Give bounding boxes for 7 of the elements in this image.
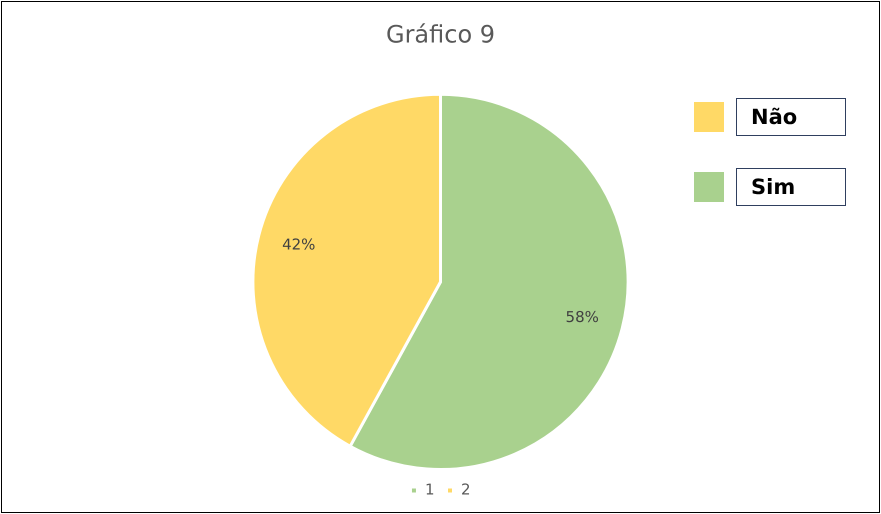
- data-label: 58%: [566, 308, 599, 326]
- text: Sim: [736, 168, 846, 206]
- legend-label: 2: [461, 480, 471, 498]
- text: Não: [736, 98, 846, 136]
- legend-label: 1: [424, 480, 435, 498]
- chart-title: Gráfico 9: [386, 20, 496, 49]
- data-label: 42%: [282, 235, 316, 254]
